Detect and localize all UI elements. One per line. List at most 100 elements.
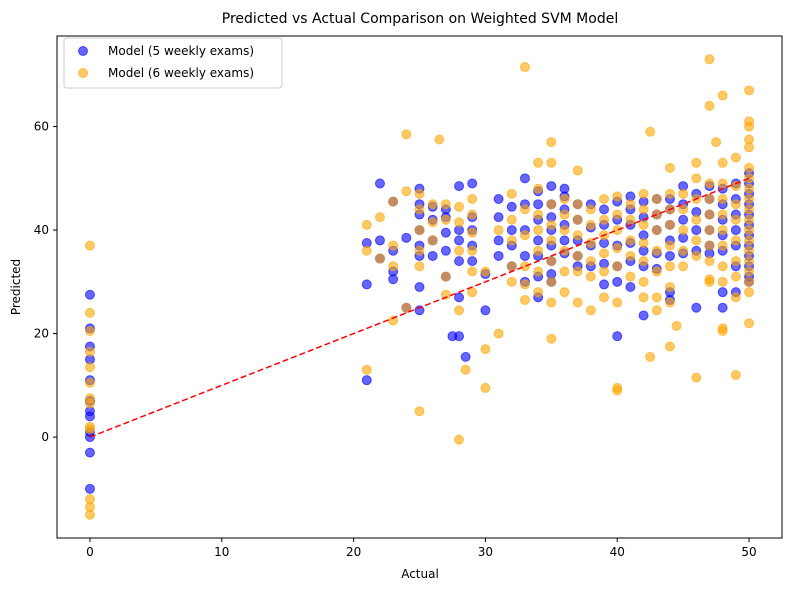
- data-point: [612, 225, 623, 236]
- legend-marker-series-1: [78, 46, 88, 56]
- x-axis-label: Actual: [401, 567, 439, 581]
- data-point: [744, 183, 755, 194]
- data-point: [730, 214, 741, 225]
- data-point: [460, 364, 471, 375]
- data-point: [711, 137, 722, 148]
- data-point: [638, 238, 649, 249]
- data-point: [519, 230, 530, 241]
- data-point: [454, 331, 465, 342]
- data-point: [559, 209, 570, 220]
- data-point: [691, 302, 702, 313]
- data-point: [533, 287, 544, 298]
- data-point: [374, 212, 385, 223]
- data-point: [440, 227, 451, 238]
- data-point: [84, 447, 95, 458]
- data-point: [388, 240, 399, 251]
- data-point: [671, 320, 682, 331]
- data-point: [84, 398, 95, 409]
- data-point: [599, 292, 610, 303]
- data-point: [84, 325, 95, 336]
- data-point: [691, 250, 702, 261]
- data-points: [84, 54, 755, 520]
- data-point: [638, 310, 649, 321]
- data-point: [691, 235, 702, 246]
- data-point: [612, 261, 623, 272]
- data-point: [744, 162, 755, 173]
- data-point: [704, 54, 715, 65]
- data-point: [467, 256, 478, 267]
- data-point: [414, 261, 425, 272]
- data-point: [519, 261, 530, 272]
- data-point: [625, 271, 636, 282]
- data-point: [599, 204, 610, 215]
- data-point: [506, 201, 517, 212]
- data-point: [744, 214, 755, 225]
- data-point: [717, 287, 728, 298]
- data-point: [678, 261, 689, 272]
- data-point: [493, 212, 504, 223]
- data-point: [361, 364, 372, 375]
- data-point: [84, 509, 95, 520]
- data-point: [493, 328, 504, 339]
- data-point: [401, 186, 412, 197]
- data-point: [730, 292, 741, 303]
- data-point: [691, 372, 702, 383]
- y-axis-label: Predicted: [9, 259, 23, 315]
- data-point: [664, 188, 675, 199]
- data-point: [730, 152, 741, 163]
- legend-label-series-1: Model (5 weekly exams): [108, 44, 254, 58]
- data-point: [599, 214, 610, 225]
- data-point: [506, 188, 517, 199]
- data-point: [84, 362, 95, 373]
- data-point: [467, 178, 478, 189]
- data-point: [638, 188, 649, 199]
- data-point: [691, 225, 702, 236]
- data-point: [585, 219, 596, 230]
- y-axis: 0 20 40 60: [34, 120, 57, 444]
- data-point: [559, 225, 570, 236]
- data-point: [664, 297, 675, 308]
- data-point: [84, 307, 95, 318]
- data-point: [414, 204, 425, 215]
- data-point: [559, 235, 570, 246]
- data-point: [651, 305, 662, 316]
- data-point: [546, 181, 557, 192]
- data-point: [533, 266, 544, 277]
- data-point: [546, 137, 557, 148]
- data-point: [454, 201, 465, 212]
- data-point: [691, 173, 702, 184]
- data-point: [744, 142, 755, 153]
- data-point: [493, 235, 504, 246]
- data-point: [467, 209, 478, 220]
- data-point: [717, 209, 728, 220]
- y-tick-label: 60: [34, 120, 49, 134]
- data-point: [717, 302, 728, 313]
- data-point: [730, 256, 741, 267]
- data-point: [434, 134, 445, 145]
- y-tick-label: 40: [34, 223, 49, 237]
- data-point: [572, 250, 583, 261]
- data-point: [519, 204, 530, 215]
- legend-marker-series-2: [78, 68, 88, 78]
- data-point: [691, 214, 702, 225]
- data-point: [546, 199, 557, 210]
- data-point: [612, 385, 623, 396]
- data-point: [717, 225, 728, 236]
- data-point: [717, 194, 728, 205]
- data-point: [546, 235, 557, 246]
- data-point: [414, 225, 425, 236]
- data-point: [506, 214, 517, 225]
- data-point: [533, 225, 544, 236]
- data-point: [704, 240, 715, 251]
- data-point: [612, 276, 623, 287]
- data-point: [460, 351, 471, 362]
- data-point: [651, 225, 662, 236]
- data-point: [625, 214, 636, 225]
- data-point: [599, 194, 610, 205]
- data-point: [480, 305, 491, 316]
- data-point: [440, 271, 451, 282]
- data-point: [533, 245, 544, 256]
- data-point: [704, 276, 715, 287]
- data-point: [664, 162, 675, 173]
- data-point: [546, 276, 557, 287]
